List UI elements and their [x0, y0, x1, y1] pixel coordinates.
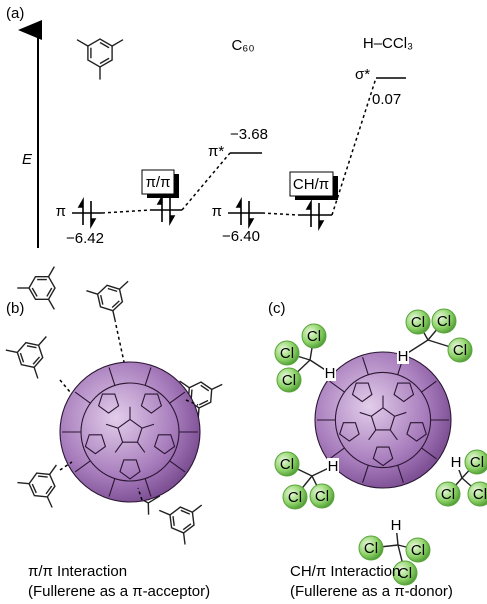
methyl: [112, 40, 123, 46]
level-symbol: π: [212, 203, 222, 220]
methyl: [47, 497, 52, 508]
double-bond: [20, 353, 23, 362]
hydrogen-label: H: [391, 517, 402, 534]
mesitylene: [77, 39, 123, 80]
chlorine-label: Cl: [441, 486, 455, 503]
chlorine-label: Cl: [411, 314, 425, 331]
chcl3-label: H–CCl₃: [363, 35, 413, 52]
chlorine-label: Cl: [453, 342, 467, 359]
chlorine-label: Cl: [280, 345, 294, 362]
chlorine-label: Cl: [307, 328, 321, 345]
hydrogen-label: H: [451, 454, 462, 471]
levels: [72, 78, 406, 215]
chlorine-label: Cl: [437, 313, 451, 330]
methyl: [49, 299, 55, 309]
methyl: [34, 367, 38, 378]
methyl: [120, 281, 129, 289]
box-label: π/π: [146, 174, 171, 191]
mesitylene: [86, 281, 128, 322]
mesitylene: [159, 505, 201, 544]
fullerene: [60, 362, 200, 502]
chlorine-label: Cl: [470, 454, 484, 471]
methyl: [77, 40, 88, 46]
methyl: [212, 384, 223, 389]
double-bond: [27, 346, 37, 348]
chlorine-label: Cl: [411, 542, 425, 559]
hydrogen-label: H: [325, 365, 336, 382]
caption: CH/π Interaction: [290, 563, 400, 580]
interaction: [60, 380, 70, 392]
methyl: [50, 465, 57, 474]
double-bond: [38, 476, 48, 477]
double-bond: [173, 516, 174, 526]
chlorine-label: Cl: [288, 489, 302, 506]
level-value: −3.68: [230, 126, 268, 143]
level-symbol: π: [56, 203, 66, 220]
caption: (Fullerene as a π-acceptor): [28, 583, 210, 600]
chcl3: ClClClH: [397, 309, 472, 365]
methyl: [192, 505, 201, 512]
chlorine-label: Cl: [473, 486, 487, 503]
panel-label: (c): [268, 300, 286, 317]
level-value: 0.07: [372, 91, 401, 108]
methyl: [159, 510, 170, 515]
axis-label: E: [22, 151, 33, 168]
methyl: [49, 267, 55, 277]
methyl: [86, 291, 97, 294]
methyl: [184, 533, 185, 545]
figure: (a) E C₆₀ H–CCl₃ π −6.42 π* −3.68 π −6.4…: [0, 0, 487, 604]
mesitylene: [6, 336, 47, 378]
hydrogen-label: H: [328, 458, 339, 475]
box-label: CH/π: [293, 176, 329, 193]
chlorine-label: Cl: [364, 540, 378, 557]
level-value: −6.40: [222, 228, 260, 245]
caption: π/π Interaction: [28, 563, 127, 580]
panel-label: (a): [6, 5, 24, 22]
methyl: [17, 483, 29, 484]
level-symbol: π*: [208, 143, 224, 160]
methyl: [6, 350, 17, 352]
chlorine-label: Cl: [282, 372, 296, 389]
level-value: −6.42: [66, 230, 104, 247]
level-symbol: σ*: [355, 66, 370, 83]
double-bond: [108, 288, 117, 291]
c60-label: C₆₀: [231, 37, 254, 54]
mesitylene: [17, 465, 56, 508]
panel-label: (b): [6, 300, 24, 317]
methyl: [113, 311, 116, 322]
double-bond: [101, 295, 103, 305]
methyl: [39, 336, 47, 345]
chcl3: Cl Cl Cl H: [436, 450, 487, 506]
chcl3: Cl Cl Cl H: [275, 452, 339, 509]
chcl3: Cl Cl Cl H: [275, 324, 336, 392]
caption: (Fullerene as a π-donor): [290, 583, 453, 600]
chlorine-label: Cl: [315, 488, 329, 505]
hydrogen-label: H: [398, 348, 409, 365]
chlorine-label: Cl: [280, 456, 294, 473]
interaction: [116, 325, 124, 362]
